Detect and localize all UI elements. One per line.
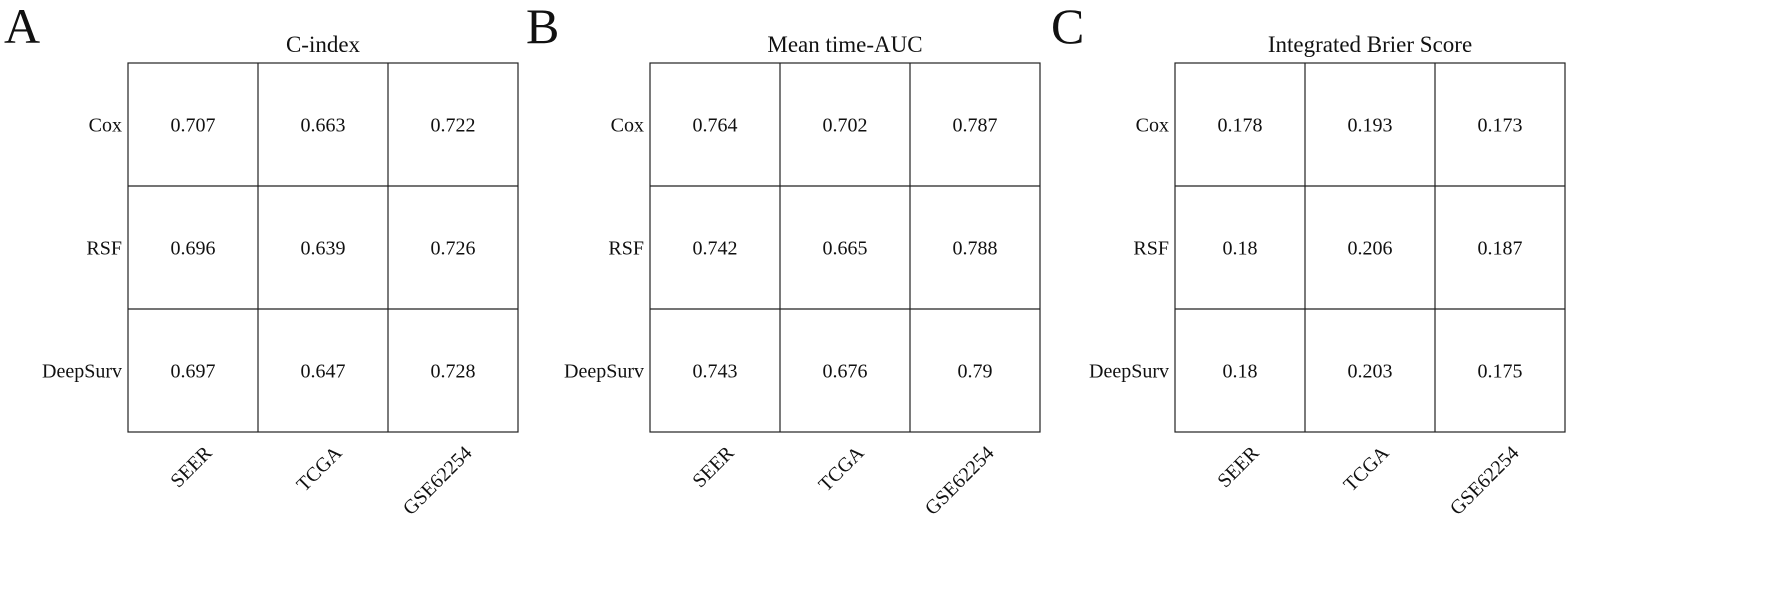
column-label: TCGA xyxy=(292,442,346,496)
row-label: RSF xyxy=(608,238,644,260)
chart-title: Mean time-AUC xyxy=(767,32,922,57)
chart-title: Integrated Brier Score xyxy=(1268,32,1472,57)
panel-letter: B xyxy=(526,0,559,54)
cell-value: 0.175 xyxy=(1478,361,1523,383)
row-label: DeepSurv xyxy=(564,361,644,383)
cell-value: 0.193 xyxy=(1348,115,1393,137)
grid-border xyxy=(127,62,519,433)
column-label: TCGA xyxy=(1339,442,1393,496)
cell-value: 0.788 xyxy=(953,238,998,260)
table-chart-svg: A C-index Cox RSF DeepSurv 0.707 0.663 0.722 0.6… xyxy=(4,0,519,520)
grid-border xyxy=(649,62,1041,433)
table-chart-svg: B Mean time-AUC Cox RSF DeepSurv 0.764 0.702 0.… xyxy=(526,0,1041,520)
cell-value: 0.665 xyxy=(823,238,868,260)
cell-value: 0.728 xyxy=(431,361,476,383)
column-label: GSE62254 xyxy=(399,442,477,520)
cell-value: 0.663 xyxy=(301,115,346,137)
column-label: SEER xyxy=(1213,442,1264,493)
panel-letter: C xyxy=(1051,0,1084,54)
panel-letter: A xyxy=(4,0,40,54)
cell-value: 0.743 xyxy=(693,361,738,383)
cell-value: 0.696 xyxy=(171,238,216,260)
row-label: RSF xyxy=(1133,238,1169,260)
cell-value: 0.18 xyxy=(1223,361,1258,383)
panel-b: B Mean time-AUC Cox RSF DeepSurv 0.764 0.702 0.… xyxy=(522,0,1112,593)
cell-value: 0.178 xyxy=(1218,115,1263,137)
row-label: DeepSurv xyxy=(42,361,122,383)
cell-value: 0.742 xyxy=(693,238,738,260)
row-label: Cox xyxy=(1136,115,1169,137)
cell-value: 0.702 xyxy=(823,115,868,137)
cell-value: 0.676 xyxy=(823,361,868,383)
column-label: GSE62254 xyxy=(921,442,999,520)
cell-value: 0.18 xyxy=(1223,238,1258,260)
row-label: Cox xyxy=(89,115,122,137)
cell-value: 0.203 xyxy=(1348,361,1393,383)
cell-value: 0.726 xyxy=(431,238,476,260)
chart-title: C-index xyxy=(286,32,361,57)
column-label: TCGA xyxy=(814,442,868,496)
cell-value: 0.187 xyxy=(1478,238,1523,260)
panel-a: A C-index Cox RSF DeepSurv 0.707 0.663 0.722 0.6… xyxy=(0,0,590,593)
column-label: SEER xyxy=(166,442,217,493)
column-label: SEER xyxy=(688,442,739,493)
cell-value: 0.787 xyxy=(953,115,998,137)
cell-value: 0.206 xyxy=(1348,238,1393,260)
row-label: DeepSurv xyxy=(1089,361,1169,383)
row-label: RSF xyxy=(86,238,122,260)
row-label: Cox xyxy=(611,115,644,137)
table-chart-svg: C Integrated Brier Score Cox RSF DeepSurv 0.1… xyxy=(1051,0,1566,520)
cell-value: 0.647 xyxy=(301,361,346,383)
cell-value: 0.722 xyxy=(431,115,476,137)
cell-value: 0.697 xyxy=(171,361,216,383)
cell-value: 0.79 xyxy=(958,361,993,383)
cell-value: 0.173 xyxy=(1478,115,1523,137)
cell-value: 0.707 xyxy=(171,115,216,137)
cell-value: 0.639 xyxy=(301,238,346,260)
grid-border xyxy=(1174,62,1566,433)
panel-c: C Integrated Brier Score Cox RSF DeepSurv 0.1… xyxy=(1047,0,1637,593)
cell-value: 0.764 xyxy=(693,115,738,137)
column-label: GSE62254 xyxy=(1446,442,1524,520)
